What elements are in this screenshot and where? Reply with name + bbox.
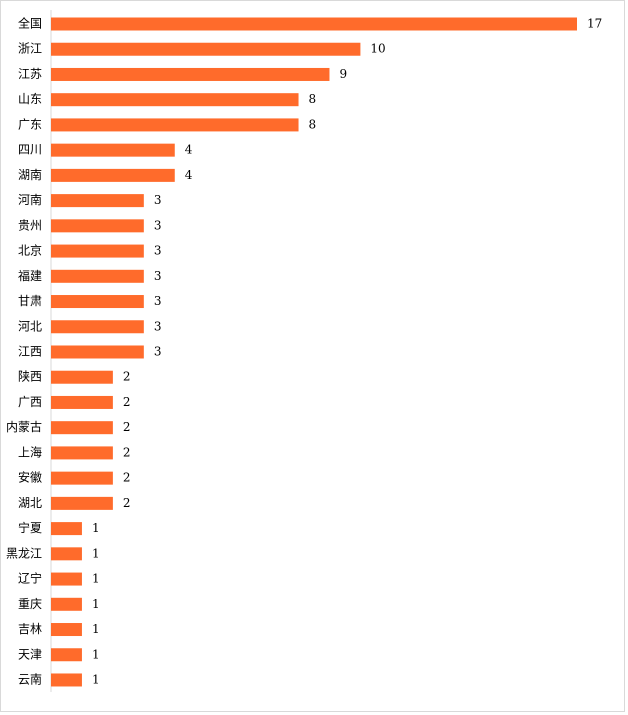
data-label: 9 [339,67,347,81]
y-tick-label: 陕西 [18,369,42,384]
bar [51,471,113,485]
y-tick-label: 上海 [18,444,42,459]
bar [51,320,144,334]
data-label: 2 [123,370,131,384]
y-tick-label: 全国 [18,16,42,31]
data-label: 10 [370,42,385,56]
bar [51,118,299,132]
bar [51,42,361,56]
data-label: 8 [309,117,317,131]
y-tick-label: 甘肃 [18,294,42,308]
data-label: 4 [185,143,193,157]
bar [51,623,82,637]
y-tick-label: 天津 [18,647,42,661]
data-label: 3 [154,344,162,358]
data-label: 2 [123,395,131,409]
bar [51,17,577,31]
data-label: 8 [309,92,317,106]
bar [51,168,175,182]
bar [51,93,299,107]
data-label: 1 [92,597,100,611]
y-tick-label: 重庆 [18,597,42,611]
y-tick-label: 山东 [18,92,42,106]
y-tick-label: 宁夏 [18,520,42,535]
data-label: 1 [92,647,100,661]
bar [51,395,113,409]
data-label: 3 [154,319,162,333]
data-label: 2 [123,420,131,434]
data-label: 3 [154,244,162,258]
y-tick-label: 内蒙古 [6,419,42,434]
y-tick-label: 浙江 [18,42,42,56]
bar [51,345,144,359]
data-label: 1 [92,572,100,586]
bar [51,295,144,309]
bar [51,421,113,435]
data-label: 3 [154,269,162,283]
data-label: 1 [92,622,100,636]
bar [51,673,82,687]
y-tick-label: 云南 [18,671,42,686]
y-tick-label: 湖南 [18,167,42,182]
y-tick-label: 北京 [18,244,42,258]
y-tick-label: 贵州 [18,218,42,232]
data-label: 3 [154,218,162,232]
y-tick-label: 江西 [18,344,42,358]
bar [51,446,113,460]
data-label: 1 [92,521,100,535]
bar [51,597,82,611]
data-label: 2 [123,445,131,459]
data-label: 3 [154,294,162,308]
bar [51,219,144,233]
bar [51,67,330,81]
data-label: 4 [185,168,193,182]
data-label: 1 [92,546,100,560]
bar [51,572,82,586]
y-tick-label: 河北 [18,319,42,333]
data-label: 17 [587,17,602,31]
y-tick-label: 安徽 [18,470,42,485]
y-tick-label: 广西 [18,395,42,409]
y-tick-label: 吉林 [18,622,42,636]
y-tick-label: 辽宁 [18,571,42,586]
bar [51,269,144,283]
data-label: 2 [123,471,131,485]
bar [51,143,175,157]
bar [51,496,113,510]
bar [51,244,144,258]
bar [51,547,82,561]
bar [51,370,113,384]
data-label: 3 [154,193,162,207]
y-tick-label: 福建 [18,268,42,283]
data-label: 2 [123,496,131,510]
bar [51,522,82,536]
y-tick-label: 江苏 [18,67,42,81]
y-tick-label: 四川 [18,143,42,157]
y-tick-label: 黑龙江 [6,546,42,560]
y-tick-label: 河南 [18,192,42,207]
bar [51,648,82,662]
y-tick-label: 广东 [18,117,42,131]
data-label: 1 [92,672,100,686]
bar [51,194,144,208]
y-tick-label: 湖北 [18,495,42,510]
